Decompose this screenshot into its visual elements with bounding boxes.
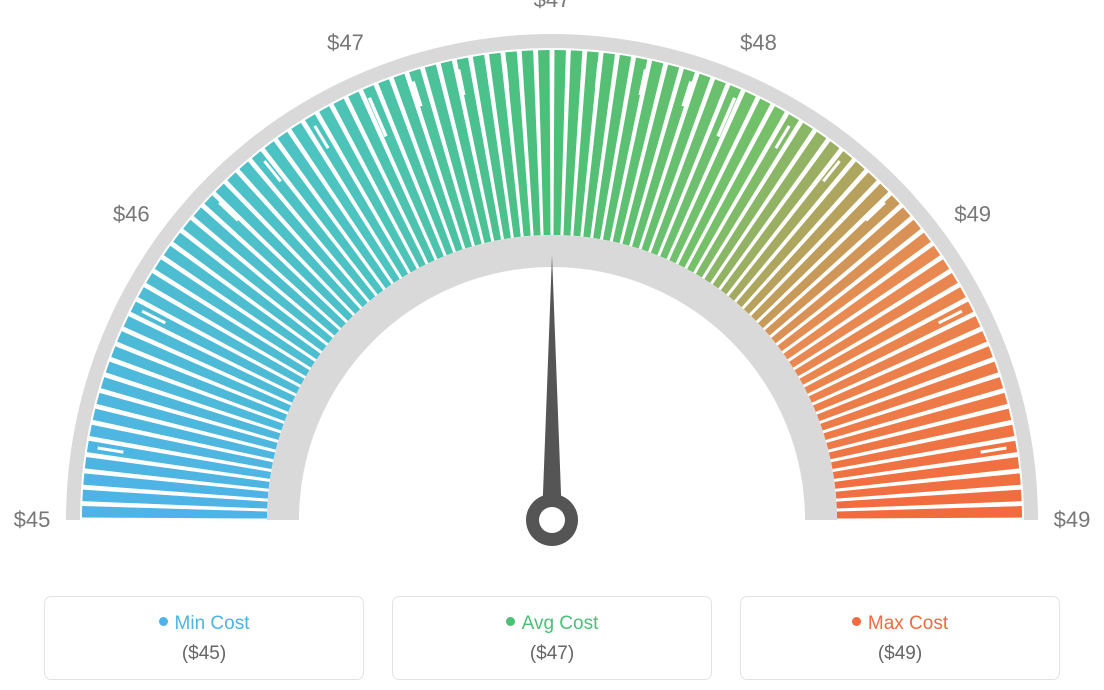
legend-card: Avg Cost ($47) [392,596,712,680]
gauge-tick-label: $47 [327,30,364,55]
gauge-chart: $45 $46 $47 $47 $48 $49 $49 [0,0,1104,560]
gauge-tick-label: $46 [113,201,150,226]
legend-label: Min Cost [175,613,250,634]
legend-label: Avg Cost [522,613,599,634]
legend-dot [852,617,861,626]
legend-value: ($49) [741,643,1059,665]
legend-value: ($47) [393,643,711,665]
gauge-tick-label: $48 [740,30,777,55]
legend-row: Min Cost ($45) Avg Cost ($47) Max Cost ($49) [0,560,1104,680]
legend-card: Max Cost ($49) [740,596,1060,680]
legend-card: Min Cost ($45) [44,596,364,680]
gauge-tick-label: $45 [14,507,51,532]
legend-dot [506,617,515,626]
gauge-needle [542,255,562,520]
gauge-svg: $45 $46 $47 $47 $48 $49 $49 [0,0,1104,560]
gauge-tick-label: $47 [534,0,571,12]
legend-card-title: Max Cost [741,613,1059,635]
legend-card-title: Min Cost [45,613,363,635]
gauge-tick-label: $49 [1054,507,1091,532]
legend-label: Max Cost [868,613,948,634]
legend-value: ($45) [45,643,363,665]
gauge-tick-label: $49 [954,201,991,226]
legend-dot [159,617,168,626]
legend-card-title: Avg Cost [393,613,711,635]
